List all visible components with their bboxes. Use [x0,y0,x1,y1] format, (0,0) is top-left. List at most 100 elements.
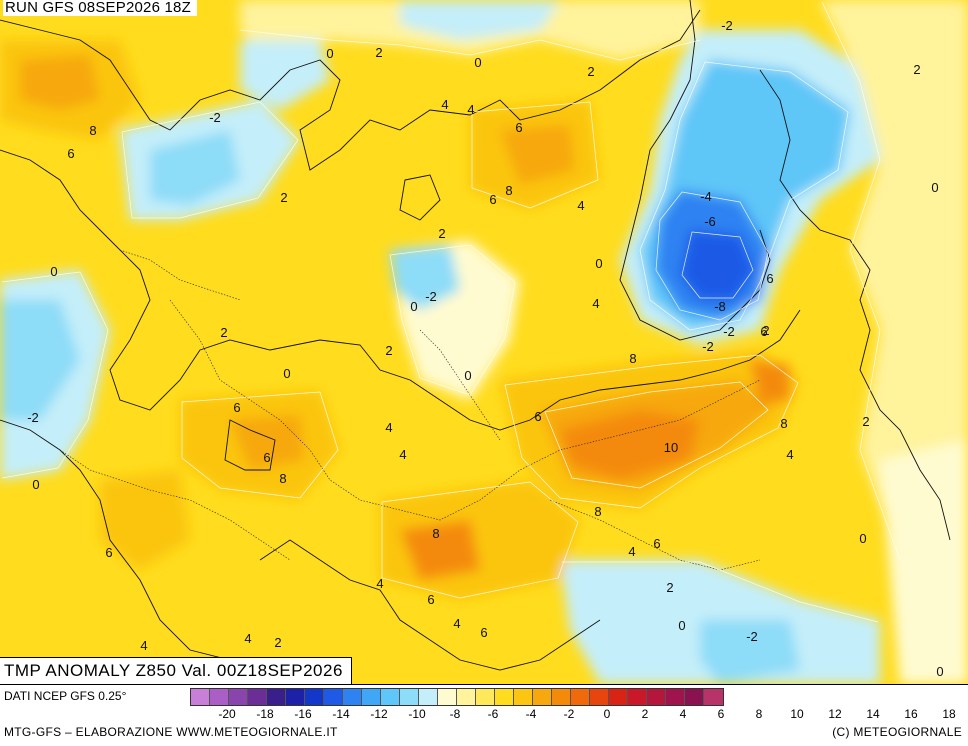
contour-value-label: -6 [704,214,716,229]
contour-value-label: 0 [50,264,57,279]
colorbar-tick-label: -8 [449,707,461,721]
colorbar-swatch [533,689,552,705]
contour-value-label: 6 [427,592,434,607]
run-label: RUN GFS 08SEP2026 18Z [3,0,197,16]
colorbar-swatch [476,689,495,705]
contour-value-label: 4 [577,198,584,213]
contour-value-label: 6 [480,625,487,640]
colorbar-tick-label: 2 [641,707,649,721]
colorbar-tick-label: -6 [487,707,499,721]
contour-value-label: 6 [489,192,496,207]
zone-cold-southeast-core [700,620,800,684]
contour-value-label: 8 [594,504,601,519]
contour-value-label: 2 [913,62,920,77]
colorbar-swatch [628,689,647,705]
contour-value-label: 0 [474,55,481,70]
colorbar-swatch [552,689,571,705]
contour-value-label: 8 [279,471,286,486]
contour-value-label: -4 [700,189,712,204]
zone-near-zero-east [880,440,968,684]
contour-value-label: 0 [464,368,471,383]
colorbar-swatch [609,689,628,705]
contour-value-label: 6 [233,400,240,415]
contour-value-label: 4 [467,102,474,117]
contour-value-label: -2 [425,289,437,304]
contour-value-label: 0 [410,299,417,314]
contour-value-label: 6 [760,324,767,339]
credit-right: (C) METEOGIORNALE [832,725,962,739]
colorbar-swatch [419,689,438,705]
contour-value-label: -2 [746,629,758,644]
contour-value-label: 2 [666,580,673,595]
footer: DATI NCEP GFS 0.25° -20 -18 -16 -14 -12 -10 -8… [0,684,968,746]
contour-value-label: 2 [220,325,227,340]
contour-value-label: 4 [592,296,599,311]
contour-value-label: -8 [714,299,726,314]
contour-value-label: 0 [326,46,333,61]
colorbar-swatch [400,689,419,705]
colorbar-swatch [495,689,514,705]
colorbar-tick-label: 18 [942,707,956,721]
anomaly-shading [0,0,968,684]
contour-value-label: 8 [505,183,512,198]
colorbar-ticks: -20 -18 -16 -14 -12 -10 -8 -6 -4 -2 0 2 4 6 8 10 12 14 16 1… [190,707,966,723]
contour-value-label: -2 [209,110,221,125]
zone-warm-north-siberia-core [500,125,575,185]
contour-value-label: 10 [664,440,678,455]
colorbar-tick-label: -10 [408,707,426,721]
colorbar-tick-label: 16 [904,707,918,721]
colorbar [190,688,724,706]
contour-value-label: 6 [263,450,270,465]
zone-warm-himalaya-core [400,520,480,580]
contour-value-label: 0 [859,531,866,546]
contour-value-label: 8 [89,123,96,138]
contour-value-label: 4 [786,447,793,462]
colorbar-swatch [647,689,666,705]
contour-value-label: -2 [723,324,735,339]
contour-value-label: 2 [385,343,392,358]
colorbar-tick-label: 14 [866,707,880,721]
colorbar-tick-label: 10 [790,707,804,721]
anomaly-map: 0 2 -2 0 2 4 4 8 6 6 -2 2 6 8 4 -4 -6 0 2 -2 0 -2 2 0 4 -8 -2 2 6 0 8 2… [0,0,968,684]
contour-value-label: 4 [441,97,448,112]
contour-value-label: 6 [534,409,541,424]
colorbar-swatch [514,689,533,705]
contour-value-label: 2 [274,635,281,650]
contour-value-label: 0 [931,180,938,195]
colorbar-tick-label: -2 [563,707,575,721]
colorbar-tick-label: -16 [294,707,312,721]
contour-value-label: 4 [140,638,147,653]
colorbar-tick-label: -4 [525,707,537,721]
zone-light-east [820,0,968,560]
colorbar-swatch [381,689,400,705]
contour-value-label: 0 [936,664,943,679]
contour-value-label: -2 [27,410,39,425]
colorbar-swatch [666,689,685,705]
contour-value-label: 6 [653,536,660,551]
contour-value-label: -2 [721,18,733,33]
colorbar-swatch [571,689,590,705]
zone-warm-mongolia-core [560,410,700,480]
contour-value-label: 4 [244,631,251,646]
contour-value-label: 8 [780,416,787,431]
borders [59,249,761,571]
credit-left: MTG-GFS – ELABORAZIONE WWW.METEOGIORNALE… [4,725,338,739]
contour-value-label: 6 [105,545,112,560]
colorbar-swatch [229,689,248,705]
contour-value-label: 6 [766,271,773,286]
zone-cold-arctic [400,0,560,40]
colorbar-tick-label: 0 [603,707,611,721]
contour-value-label: 8 [432,526,439,541]
zone-warm-northwest-core [20,55,100,110]
contour-value-label: 4 [399,447,406,462]
colorbar-swatch [191,689,210,705]
zone-warm-manchuria-core [750,360,790,405]
contour-value-label: 0 [32,477,39,492]
contour-value-label: 2 [280,190,287,205]
source-label: DATI NCEP GFS 0.25° [4,689,127,703]
contour-value-label: 8 [629,351,636,366]
colorbar-tick-label: 8 [755,707,763,721]
colorbar-swatch [590,689,609,705]
contour-value-label: 6 [67,146,74,161]
contour-lines [1,1,901,623]
